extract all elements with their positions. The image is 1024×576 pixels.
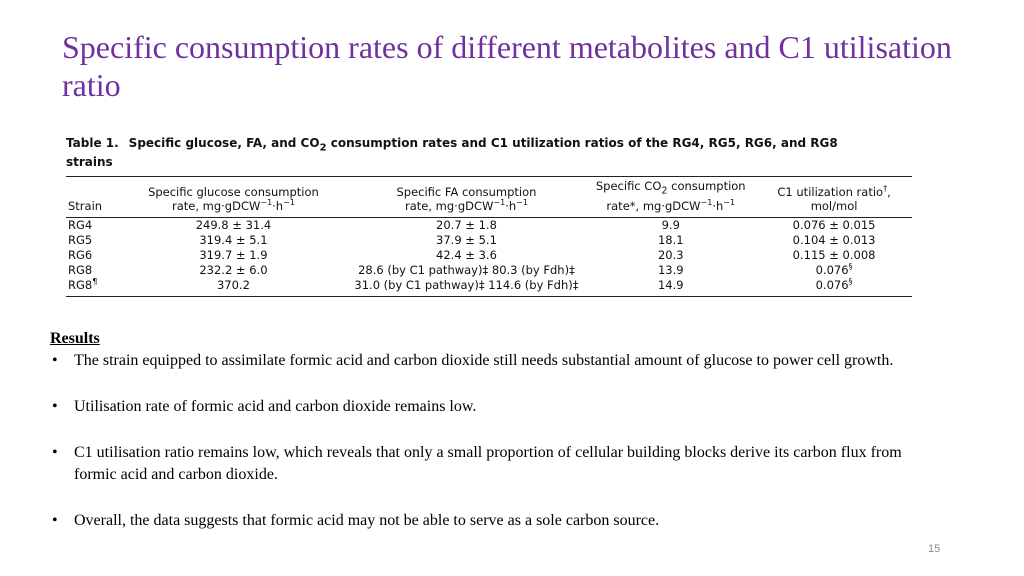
cell-glucose: 232.2 ± 6.0 (199, 262, 268, 277)
results-bullet: • Utilisation rate of formic acid and ca… (50, 396, 930, 418)
cell-strain: RG5 (68, 232, 93, 247)
cell-glucose: 319.7 ± 1.9 (199, 247, 268, 262)
cell-glucose: 249.8 ± 31.4 (195, 217, 272, 232)
consumption-table: Strain Specific glucose consumption rate… (66, 176, 912, 297)
cell-strain: RG8 (68, 262, 93, 277)
table-row: RG5 319.4 ± 5.1 37.9 ± 5.1 18.1 0.104 ± … (66, 233, 912, 248)
bullet-text: Utilisation rate of formic acid and carb… (74, 398, 477, 415)
bullet-dot: • (52, 512, 58, 529)
bullet-text: The strain equipped to assimilate formic… (74, 352, 894, 369)
caption-prefix: Specific glucose, FA, and CO (128, 136, 320, 150)
cell-strain: RG8¶ (66, 277, 120, 297)
caption-sub: 2 (319, 142, 327, 154)
table-row: RG8¶ 370.2 31.0 (by C1 pathway)‡ 114.6 (… (66, 277, 912, 297)
cell-fa: 20.7 ± 1.8 (436, 217, 497, 232)
caption-suffix: consumption rates and C1 utilization rat… (66, 136, 838, 170)
cell-co2: 9.9 (661, 217, 680, 232)
header-strain: Strain (66, 176, 120, 218)
page-number: 15 (928, 543, 941, 555)
cell-glucose: 319.4 ± 5.1 (199, 232, 268, 247)
cell-fa: 31.0 (by C1 pathway)‡ 114.6 (by Fdh)‡ (347, 277, 586, 297)
bullet-text: C1 utilisation ratio remains low, which … (74, 444, 902, 483)
results-bullet: • The strain equipped to assimilate form… (50, 350, 930, 372)
cell-strain: RG6 (68, 247, 93, 262)
bullet-text: Overall, the data suggests that formic a… (74, 512, 660, 529)
table-number: Table 1. (66, 136, 119, 150)
cell-co2: 13.9 (657, 262, 684, 277)
table-header-row: Strain Specific glucose consumption rate… (66, 176, 912, 218)
results-heading: Results (50, 330, 100, 347)
bullet-dot: • (52, 398, 58, 415)
slide-title: Specific consumption rates of different … (62, 29, 952, 103)
cell-co2: 20.3 (657, 247, 684, 262)
bullet-dot: • (52, 444, 58, 461)
cell-c1: 0.104 ± 0.013 (792, 232, 876, 247)
table-caption: Table 1. Specific glucose, FA, and CO2 co… (66, 136, 866, 170)
cell-strain: RG4 (68, 217, 93, 232)
header-fa: Specific FA consumption rate, mg·gDCW−1·… (347, 176, 586, 218)
cell-fa: 28.6 (by C1 pathway)‡ 80.3 (by Fdh)‡ (358, 262, 575, 277)
cell-co2: 14.9 (585, 277, 757, 297)
header-co2: Specific CO2 consumption rate*, mg·gDCW−… (585, 176, 757, 218)
cell-c1: 0.076§ (756, 277, 912, 297)
cell-c1: 0.115 ± 0.008 (792, 247, 876, 262)
results-bullet: • C1 utilisation ratio remains low, whic… (50, 442, 930, 486)
cell-co2: 18.1 (657, 232, 684, 247)
header-glucose: Specific glucose consumption rate, mg·gD… (119, 176, 348, 218)
table-row: RG6 319.7 ± 1.9 42.4 ± 3.6 20.3 0.115 ± … (66, 248, 912, 263)
table-row: RG4 249.8 ± 31.4 20.7 ± 1.8 9.9 0.076 ± … (66, 217, 912, 233)
results-section: Results • The strain equipped to assimil… (50, 328, 930, 532)
results-bullet: • Overall, the data suggests that formic… (50, 510, 930, 532)
cell-fa: 37.9 ± 5.1 (436, 232, 497, 247)
data-table-block: Table 1. Specific glucose, FA, and CO2 co… (66, 136, 912, 297)
table-row: RG8 232.2 ± 6.0 28.6 (by C1 pathway)‡ 80… (66, 261, 912, 278)
cell-c1: 0.076 ± 0.015 (792, 217, 876, 232)
cell-glucose: 370.2 (119, 277, 348, 297)
bullet-dot: • (52, 352, 58, 369)
header-c1-ratio: C1 utilization ratio†, mol/mol (756, 176, 912, 218)
cell-fa: 42.4 ± 3.6 (436, 247, 497, 262)
cell-c1: 0.076§ (815, 261, 853, 277)
